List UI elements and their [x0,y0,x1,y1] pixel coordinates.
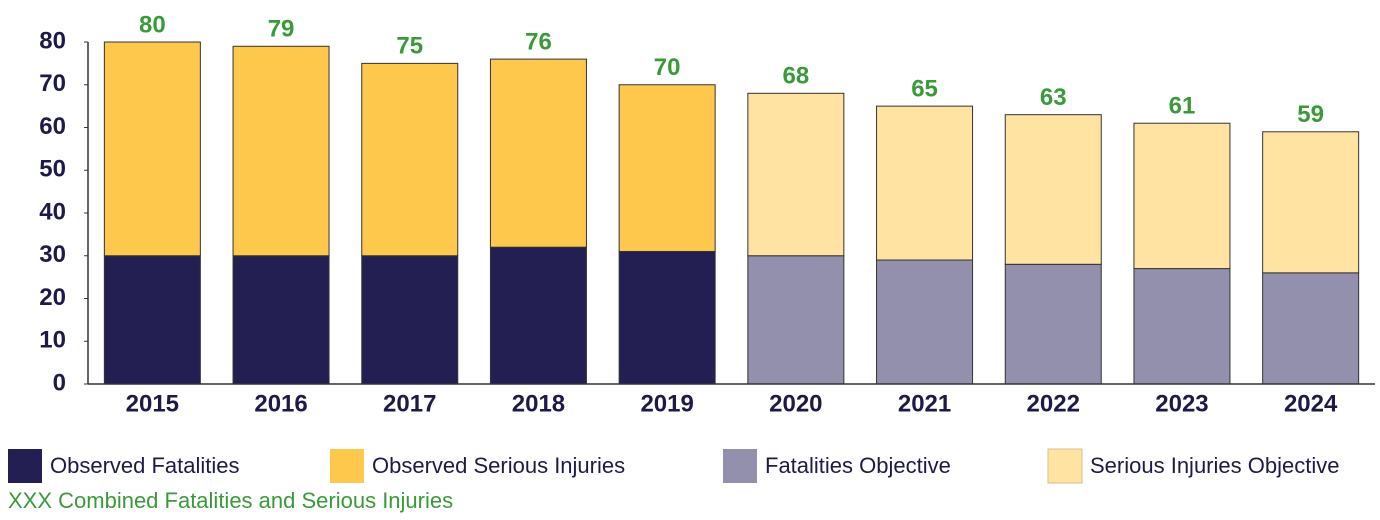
x-tick-label: 2024 [1284,390,1338,417]
bar-segment [1004,114,1102,265]
legend-swatch [1047,448,1083,484]
bar-segment [232,45,330,257]
legend-label: Observed Fatalities [50,453,240,478]
bar-segment [618,84,716,252]
x-tick-label: 2018 [512,390,565,417]
legend-swatch [8,449,42,483]
x-tick-label: 2021 [898,390,951,417]
total-label: 61 [1169,93,1196,120]
x-tick-label: 2017 [383,390,436,417]
y-tick-label: 30 [39,241,66,268]
bar-segment [489,58,587,248]
legend-label: Serious Injuries Objective [1090,453,1339,478]
total-label: 76 [525,28,552,55]
bar-segment [876,105,974,261]
bar-segment [232,255,330,385]
bar-segment [103,255,201,385]
x-tick-label: 2015 [126,390,179,417]
bar-segment [1262,272,1360,385]
bar-segment [1133,122,1231,270]
bar-segment [1262,131,1360,274]
bar-segment [1004,263,1102,385]
bar-segment [103,41,201,257]
x-tick-label: 2016 [254,390,307,417]
bar-segment [618,250,716,385]
y-tick-label: 60 [39,113,66,140]
x-tick-label: 2019 [640,390,693,417]
total-label: 80 [139,11,166,38]
bar-segment [747,255,845,385]
bar-segment [876,259,974,385]
y-tick-label: 0 [53,369,66,396]
legend-swatch [330,449,364,483]
y-tick-label: 10 [39,327,66,354]
x-tick-label: 2023 [1155,390,1208,417]
total-label: 68 [782,63,809,90]
y-tick-label: 80 [39,27,66,54]
total-label: 70 [654,54,681,81]
y-tick-label: 50 [39,156,66,183]
bar-segment [489,246,587,385]
totals-note: XXX Combined Fatalities and Serious Inju… [8,488,453,513]
total-label: 63 [1040,84,1067,111]
y-tick-label: 70 [39,70,66,97]
total-label: 65 [911,75,938,102]
bar-segment [747,92,845,257]
y-tick-label: 40 [39,198,66,225]
x-tick-label: 2022 [1027,390,1080,417]
total-label: 79 [268,16,295,43]
legend-swatch [723,449,757,483]
total-label: 59 [1297,101,1324,128]
bar-segment [361,62,459,257]
bar-segment [1133,268,1231,385]
bar-segment [361,255,459,385]
total-label: 75 [396,33,423,60]
y-tick-label: 20 [39,284,66,311]
legend-label: Fatalities Objective [765,453,951,478]
x-tick-label: 2020 [769,390,822,417]
legend-label: Observed Serious Injuries [372,453,625,478]
